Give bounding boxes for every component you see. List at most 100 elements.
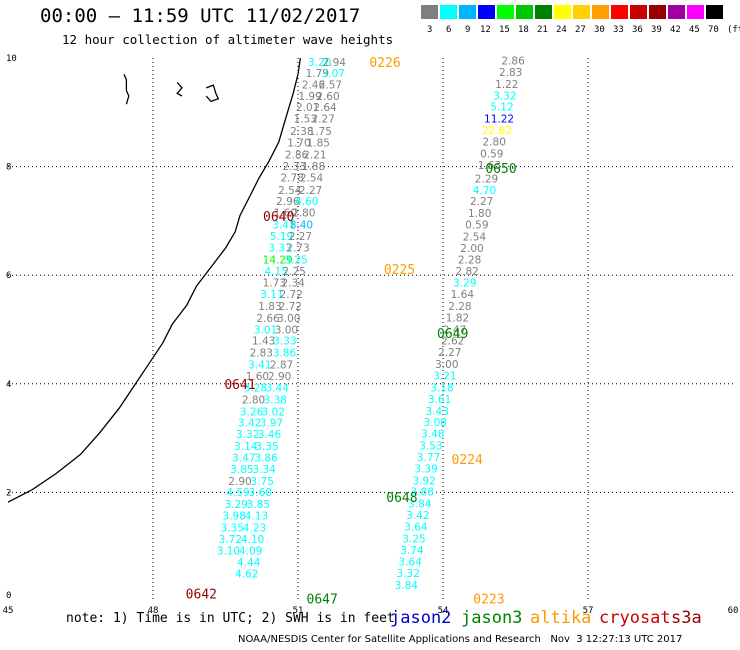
wave-height-value: 3.41 bbox=[272, 220, 295, 232]
legend-label: 39 bbox=[651, 25, 662, 35]
wave-height-value: 14.29 bbox=[263, 254, 293, 266]
wave-height-value: 2.60 bbox=[316, 91, 339, 103]
wave-height-value: 2.86 bbox=[501, 56, 525, 68]
wave-height-value: 3.25 bbox=[284, 254, 307, 266]
wave-height-value: 3.39 bbox=[414, 463, 437, 475]
wave-height-value: 4.44 bbox=[237, 557, 261, 569]
pass-time-label: 0226 bbox=[369, 56, 400, 71]
wave-height-value: 1.60 bbox=[274, 208, 297, 220]
x-tick-label: 51 bbox=[293, 606, 304, 616]
island-outline bbox=[123, 74, 130, 105]
legend-swatch bbox=[535, 5, 552, 19]
legend-label: 12 bbox=[480, 25, 491, 35]
wave-height-value: 1.99 bbox=[298, 91, 321, 103]
wave-height-value: 2.83 bbox=[250, 348, 273, 360]
wave-height-value: 3.32 bbox=[493, 90, 516, 102]
satellite-cryosat: cryosat bbox=[599, 608, 671, 628]
wave-height-value: 1.22 bbox=[495, 79, 518, 91]
pass-time-label: 0647 bbox=[307, 593, 338, 608]
legend-swatch bbox=[668, 5, 685, 19]
legend-label: 30 bbox=[594, 25, 605, 35]
wave-height-value: 3.74 bbox=[400, 545, 424, 557]
satellite-jason2: jason2 bbox=[390, 608, 452, 628]
wave-height-value: 3.75 bbox=[251, 476, 274, 488]
wave-height-value: 3.02 bbox=[262, 406, 285, 418]
wave-height-value: 2.28 bbox=[458, 254, 481, 266]
satellite-altika: altika bbox=[530, 608, 592, 628]
legend-swatch bbox=[421, 5, 438, 19]
wave-height-value: 2.90 bbox=[228, 476, 251, 488]
wave-height-value: 2.54 bbox=[300, 172, 324, 184]
wave-height-value: 3.41 bbox=[248, 360, 271, 372]
wave-height-value: 2.72 bbox=[280, 289, 303, 301]
wave-height-value: 2.94 bbox=[323, 57, 347, 69]
wave-height-value: 3.25 bbox=[402, 533, 425, 545]
wave-height-value: 2.83 bbox=[499, 67, 522, 79]
satellite-jason3: jason3 bbox=[461, 608, 523, 628]
wave-height-value: 2.86 bbox=[285, 149, 309, 161]
wave-height-value: 3.35 bbox=[221, 522, 244, 534]
wave-height-value: 2.27 bbox=[289, 231, 312, 243]
wave-height-value: 4.10 bbox=[241, 534, 264, 546]
wave-height-value: 3.84 bbox=[395, 580, 419, 592]
pass-time-label: 0641 bbox=[224, 378, 255, 393]
wave-height-value: 3.44 bbox=[266, 382, 290, 394]
wave-height-value: 3.29 bbox=[453, 278, 476, 290]
legend-label: 36 bbox=[632, 25, 643, 35]
y-tick-label: 0 bbox=[6, 591, 11, 601]
units-note: note: 1) Time is in UTC; 2) SWH is in fe… bbox=[66, 611, 395, 626]
y-tick-label: 10 bbox=[6, 54, 17, 64]
wave-height-value: 5.19 bbox=[270, 231, 293, 243]
wave-height-value: 3.26 bbox=[240, 406, 264, 418]
wave-height-value: 2.54 bbox=[278, 185, 302, 197]
wave-height-value: 3.35 bbox=[255, 441, 278, 453]
wave-height-value: 3.86 bbox=[254, 452, 278, 464]
wave-height-value: 1.53 bbox=[294, 114, 317, 126]
wave-height-value: 4.70 bbox=[473, 185, 496, 197]
wave-height-value: 2.29 bbox=[475, 173, 498, 185]
wave-height-value: 2.46 bbox=[302, 79, 326, 91]
legend-label: 3 bbox=[427, 25, 433, 35]
wave-height-value: 1.73 bbox=[263, 278, 286, 290]
wave-height-value: 3.85 bbox=[247, 499, 270, 511]
wave-height-value: 2.66 bbox=[256, 313, 280, 325]
wave-height-value: 4.62 bbox=[235, 569, 258, 581]
wave-height-value: 3.08 bbox=[424, 417, 447, 429]
wave-height-value: 3.14 bbox=[234, 441, 258, 453]
legend-label: 9 bbox=[465, 25, 471, 35]
wave-height-value: 3.64 bbox=[404, 521, 428, 533]
wave-height-value: 2.27 bbox=[299, 185, 322, 197]
wave-height-value: 2.25 bbox=[282, 266, 305, 278]
wave-height-value: 1.60 bbox=[246, 371, 269, 383]
pass-time-label: 0640 bbox=[263, 210, 294, 225]
pass-time-label: 0642 bbox=[186, 587, 217, 602]
island-outline bbox=[205, 84, 220, 103]
wave-height-value: 3.61 bbox=[428, 394, 451, 406]
x-tick-label: 48 bbox=[148, 606, 159, 616]
wave-height-value: 3.07 bbox=[322, 68, 345, 80]
legend-label: 6 bbox=[446, 25, 452, 35]
wave-height-value: 2.27 bbox=[470, 196, 493, 208]
wave-height-value: 2.73 bbox=[286, 242, 309, 254]
pass-time-label: 0650 bbox=[485, 162, 516, 177]
wave-height-value: 1.80 bbox=[468, 208, 491, 220]
y-tick-label: 4 bbox=[6, 380, 11, 390]
wave-height-value: 0.59 bbox=[480, 148, 503, 160]
wave-height-value: 1.85 bbox=[307, 138, 330, 150]
wave-height-value: 3.43 bbox=[426, 406, 449, 418]
wave-height-value: 3.00 bbox=[435, 359, 458, 371]
wave-height-value: 3.88 bbox=[411, 487, 434, 499]
wave-height-value: 3.85 bbox=[230, 464, 253, 476]
legend-label: 70 bbox=[708, 25, 719, 35]
pass-time-label: 0225 bbox=[384, 263, 415, 278]
wave-height-value: 3.18 bbox=[430, 382, 453, 394]
wave-height-value: 2.96 bbox=[276, 196, 300, 208]
wave-height-value: 2.27 bbox=[311, 114, 334, 126]
wave-height-value: 2.82 bbox=[455, 266, 478, 278]
wave-height-value: 4.60 bbox=[295, 196, 318, 208]
legend-swatch bbox=[687, 5, 704, 19]
wave-height-value: 3.01 bbox=[254, 324, 277, 336]
source-footer: NOAA/NESDIS Center for Satellite Applica… bbox=[238, 634, 683, 645]
wave-height-value: 5.12 bbox=[490, 102, 513, 114]
wave-height-value: 2.54 bbox=[463, 231, 487, 243]
